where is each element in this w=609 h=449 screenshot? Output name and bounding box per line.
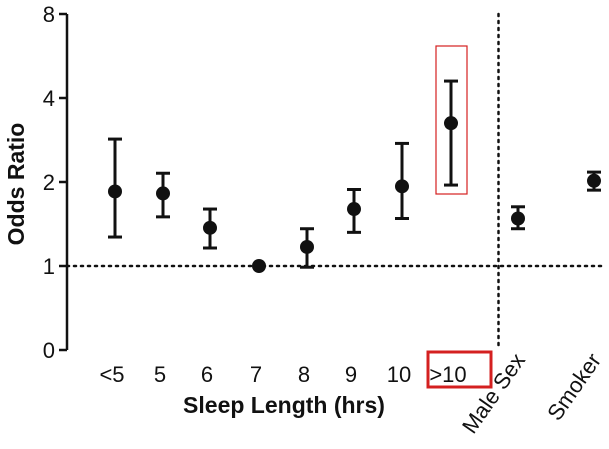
x-tick-label: 6 bbox=[201, 362, 213, 387]
x-tick-label: 7 bbox=[250, 362, 262, 387]
y-tick-label: 2 bbox=[43, 170, 55, 195]
y-tick-label: 8 bbox=[43, 2, 55, 27]
x-tick-label: 5 bbox=[154, 362, 166, 387]
data-point bbox=[347, 202, 361, 217]
data-point bbox=[156, 186, 170, 201]
y-axis-title: Odds Ratio bbox=[3, 123, 29, 246]
highlight-box-point bbox=[435, 45, 468, 195]
data-point bbox=[511, 211, 525, 226]
highlight-box-label bbox=[426, 350, 493, 389]
data-point bbox=[108, 184, 122, 199]
y-tick-label: 1 bbox=[43, 254, 55, 279]
data-point bbox=[444, 116, 458, 131]
data-point bbox=[300, 239, 314, 254]
x-tick-label: >10 bbox=[429, 362, 466, 387]
data-marks bbox=[108, 45, 601, 273]
data-point bbox=[395, 179, 409, 194]
x-tick-label: 10 bbox=[387, 362, 411, 387]
x-tick-label: <5 bbox=[99, 362, 124, 387]
y-tick-label: 4 bbox=[43, 86, 55, 111]
x-axis-title: Sleep Length (hrs) bbox=[183, 392, 385, 418]
x-tick-label: Smoker bbox=[542, 349, 606, 425]
axes bbox=[59, 12, 607, 352]
x-tick-label: 9 bbox=[345, 362, 357, 387]
data-point bbox=[587, 173, 601, 188]
y-tick-label: 0 bbox=[43, 338, 55, 363]
x-tick-label: 8 bbox=[298, 362, 310, 387]
x-tick-label: Male Sex bbox=[457, 349, 530, 438]
data-point bbox=[252, 259, 266, 273]
data-point bbox=[203, 220, 217, 235]
